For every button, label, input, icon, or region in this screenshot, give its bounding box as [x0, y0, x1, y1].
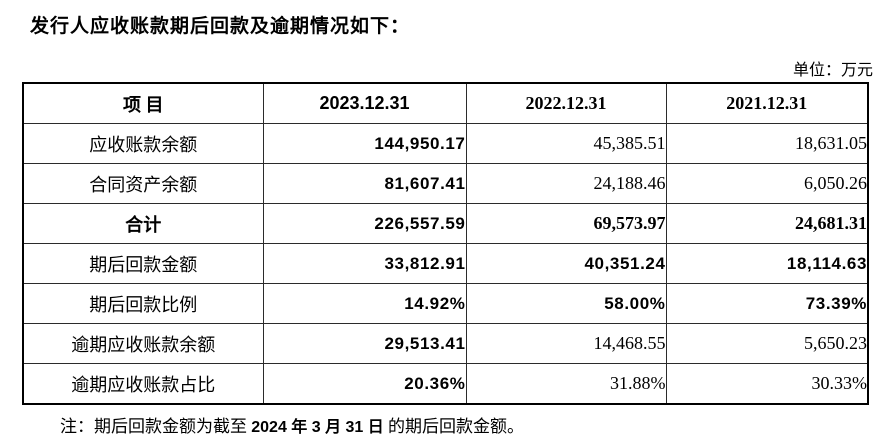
value-2021: 5,650.23	[665, 323, 869, 364]
row-label: 合计	[22, 203, 264, 244]
value-2022: 31.88%	[465, 363, 667, 405]
value-2022: 69,573.97	[465, 203, 667, 244]
value-2023: 14.92%	[262, 283, 467, 324]
footnote: 注：期后回款金额为截至 2024 年 3 月 31 日 的期后回款金额。	[60, 412, 889, 437]
value-2021: 30.33%	[665, 363, 869, 405]
row-label: 期后回款金额	[22, 243, 264, 284]
header-2021: 2021.12.31	[665, 82, 869, 124]
receivables-table: 项 目 2023.12.31 2022.12.31 2021.12.31 应收账…	[22, 82, 869, 405]
value-2023: 81,607.41	[262, 163, 467, 204]
table-row: 合同资产余额 81,607.41 24,188.46 6,050.26	[22, 163, 869, 204]
row-label: 应收账款余额	[22, 123, 264, 164]
value-2021: 6,050.26	[665, 163, 869, 204]
value-2023: 29,513.41	[262, 323, 467, 364]
header-item: 项 目	[22, 82, 264, 124]
value-2022: 24,188.46	[465, 163, 667, 204]
value-2021: 24,681.31	[665, 203, 869, 244]
table-row: 逾期应收账款占比 20.36% 31.88% 30.33%	[22, 363, 869, 405]
value-2023: 226,557.59	[262, 203, 467, 244]
value-2022: 14,468.55	[465, 323, 667, 364]
value-2021: 18,114.63	[665, 243, 869, 284]
value-2023: 20.36%	[262, 363, 467, 405]
table-header-row: 项 目 2023.12.31 2022.12.31 2021.12.31	[22, 82, 869, 124]
footnote-date: 2024 年 3 月 31 日	[251, 419, 384, 436]
row-label: 期后回款比例	[22, 283, 264, 324]
header-2022: 2022.12.31	[465, 82, 667, 124]
header-2023: 2023.12.31	[262, 82, 467, 124]
table-row: 逾期应收账款余额 29,513.41 14,468.55 5,650.23	[22, 323, 869, 364]
page-title: 发行人应收账款期后回款及逾期情况如下：	[30, 16, 411, 37]
table-row: 应收账款余额 144,950.17 45,385.51 18,631.05	[22, 123, 869, 164]
value-2021: 73.39%	[665, 283, 869, 324]
row-label: 逾期应收账款占比	[22, 363, 264, 405]
row-label: 逾期应收账款余额	[22, 323, 264, 364]
value-2023: 144,950.17	[262, 123, 467, 164]
value-2022: 58.00%	[465, 283, 667, 324]
footnote-suffix: 的期后回款金额。	[383, 417, 525, 436]
row-label: 合同资产余额	[22, 163, 264, 204]
table-row: 期后回款金额 33,812.91 40,351.24 18,114.63	[22, 243, 869, 284]
table-row-total: 合计 226,557.59 69,573.97 24,681.31	[22, 203, 869, 244]
unit-label: 单位：万元	[792, 62, 873, 79]
value-2022: 40,351.24	[465, 243, 667, 284]
table-row: 期后回款比例 14.92% 58.00% 73.39%	[22, 283, 869, 324]
value-2023: 33,812.91	[262, 243, 467, 284]
value-2021: 18,631.05	[665, 123, 869, 164]
footnote-prefix: 注：期后回款金额为截至	[60, 417, 252, 436]
value-2022: 45,385.51	[465, 123, 667, 164]
